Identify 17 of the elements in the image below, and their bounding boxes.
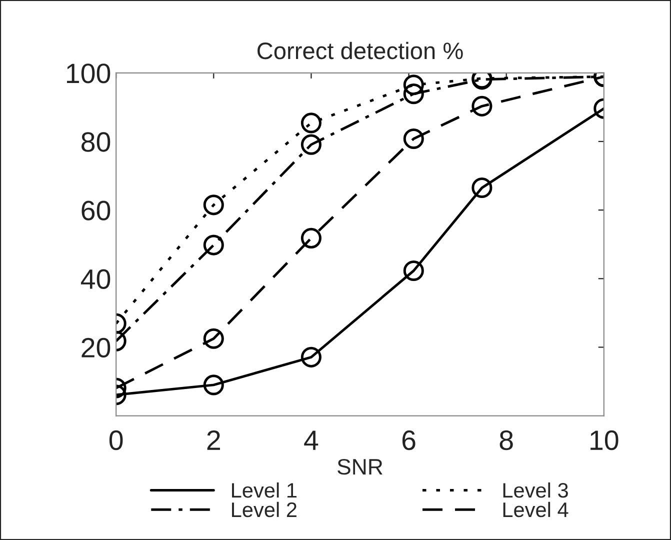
- y-tick-label: 60: [82, 200, 110, 220]
- x-tick-label: 2: [207, 430, 220, 450]
- x-tick-label: 4: [304, 430, 318, 450]
- x-axis-title: SNR: [338, 458, 382, 475]
- legend-label: Level 1: [232, 482, 296, 498]
- y-tick-label: 80: [82, 132, 110, 152]
- y-tick-label: 40: [80, 269, 110, 289]
- x-tick-label: 8: [500, 430, 513, 450]
- legend-label: Level 4: [503, 502, 568, 518]
- x-tick-label: 0: [109, 430, 123, 450]
- y-tick-label: 20: [82, 338, 110, 358]
- x-tick-label: 6: [402, 430, 416, 450]
- x-tick-label: 10: [590, 430, 618, 450]
- y-tick-label: 100: [67, 64, 110, 84]
- legend-label: Level 3: [503, 482, 568, 498]
- legend-label: Level 2: [232, 502, 296, 518]
- chart-title: Correct detection %: [258, 42, 463, 60]
